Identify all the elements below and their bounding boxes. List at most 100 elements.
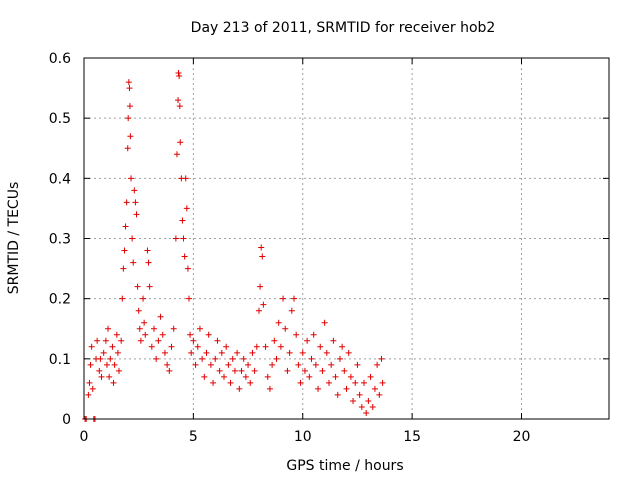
data-point — [282, 325, 289, 332]
data-point — [161, 349, 168, 356]
data-point — [310, 331, 317, 338]
data-point — [358, 403, 365, 410]
data-point — [187, 331, 194, 338]
data-point — [350, 397, 357, 404]
data-point — [345, 349, 352, 356]
data-point — [133, 211, 140, 218]
data-point — [179, 217, 186, 224]
data-point — [87, 361, 94, 368]
data-point — [126, 103, 133, 110]
data-point — [227, 379, 234, 386]
data-point — [119, 295, 126, 302]
data-point — [135, 307, 142, 314]
y-tick-label: 0.6 — [49, 51, 71, 67]
data-point — [88, 343, 95, 350]
x-tick-label: 15 — [403, 429, 421, 445]
data-point — [332, 373, 339, 380]
data-point — [172, 235, 179, 242]
data-point — [299, 349, 306, 356]
data-point — [229, 355, 236, 362]
data-point — [129, 235, 136, 242]
data-point — [308, 355, 315, 362]
data-point — [121, 247, 128, 254]
data-point — [284, 367, 291, 374]
data-point — [190, 337, 197, 344]
data-point — [238, 367, 245, 374]
data-point — [249, 349, 256, 356]
data-point — [275, 319, 282, 326]
data-point — [210, 379, 217, 386]
data-point — [319, 367, 326, 374]
data-point — [259, 253, 266, 260]
data-point — [304, 337, 311, 344]
data-point — [253, 343, 260, 350]
data-point — [196, 325, 203, 332]
data-point — [166, 367, 173, 374]
data-point — [369, 403, 376, 410]
y-tick-label: 0.1 — [49, 352, 71, 368]
data-point — [184, 265, 191, 272]
data-point — [288, 307, 295, 314]
data-point — [126, 85, 133, 92]
y-tick-label: 0.3 — [49, 232, 71, 248]
data-point — [336, 355, 343, 362]
data-point — [148, 343, 155, 350]
data-point — [85, 391, 92, 398]
y-tick-label: 0.4 — [49, 171, 71, 187]
data-point — [240, 355, 247, 362]
data-point — [343, 385, 350, 392]
data-point — [223, 343, 230, 350]
data-point — [326, 379, 332, 386]
data-point — [361, 379, 367, 386]
data-point — [212, 355, 219, 362]
data-point — [363, 409, 370, 416]
data-point — [339, 343, 346, 350]
points-layer — [82, 70, 386, 422]
data-point — [194, 343, 201, 350]
data-point — [365, 397, 372, 404]
data-point — [168, 343, 175, 350]
data-point — [94, 337, 101, 344]
data-point — [145, 259, 152, 266]
data-point — [247, 379, 254, 386]
y-tick-label: 0.2 — [49, 292, 71, 308]
data-point — [293, 331, 300, 338]
data-point — [110, 379, 117, 386]
data-point — [218, 349, 225, 356]
ticks-layer: 0 0.1 0.2 0.3 0.4 0.5 0.6 0 5 10 15 20 — [49, 51, 609, 445]
data-point — [130, 259, 137, 266]
data-point — [124, 145, 131, 152]
data-point — [125, 79, 132, 86]
data-point — [114, 349, 121, 356]
data-point — [151, 325, 157, 332]
data-point — [245, 361, 252, 368]
data-point — [141, 319, 148, 326]
data-point — [321, 319, 328, 326]
data-point — [231, 367, 238, 374]
data-point — [347, 373, 354, 380]
data-point — [286, 349, 293, 356]
data-point — [111, 361, 118, 368]
data-point — [89, 385, 96, 392]
data-point — [140, 295, 147, 302]
data-point — [271, 337, 278, 344]
data-point — [132, 199, 139, 206]
data-point — [120, 265, 127, 272]
data-point — [106, 373, 113, 380]
data-point — [378, 355, 385, 362]
data-point — [123, 199, 130, 206]
data-point — [136, 325, 143, 332]
data-point — [264, 373, 271, 380]
data-point — [176, 73, 183, 80]
data-point — [262, 343, 269, 350]
data-point — [225, 361, 232, 368]
data-point — [98, 373, 105, 380]
data-point — [155, 337, 162, 344]
data-point — [266, 385, 273, 392]
data-point — [186, 295, 192, 302]
data-point — [315, 385, 322, 392]
data-point — [354, 361, 361, 368]
data-point — [177, 139, 184, 146]
